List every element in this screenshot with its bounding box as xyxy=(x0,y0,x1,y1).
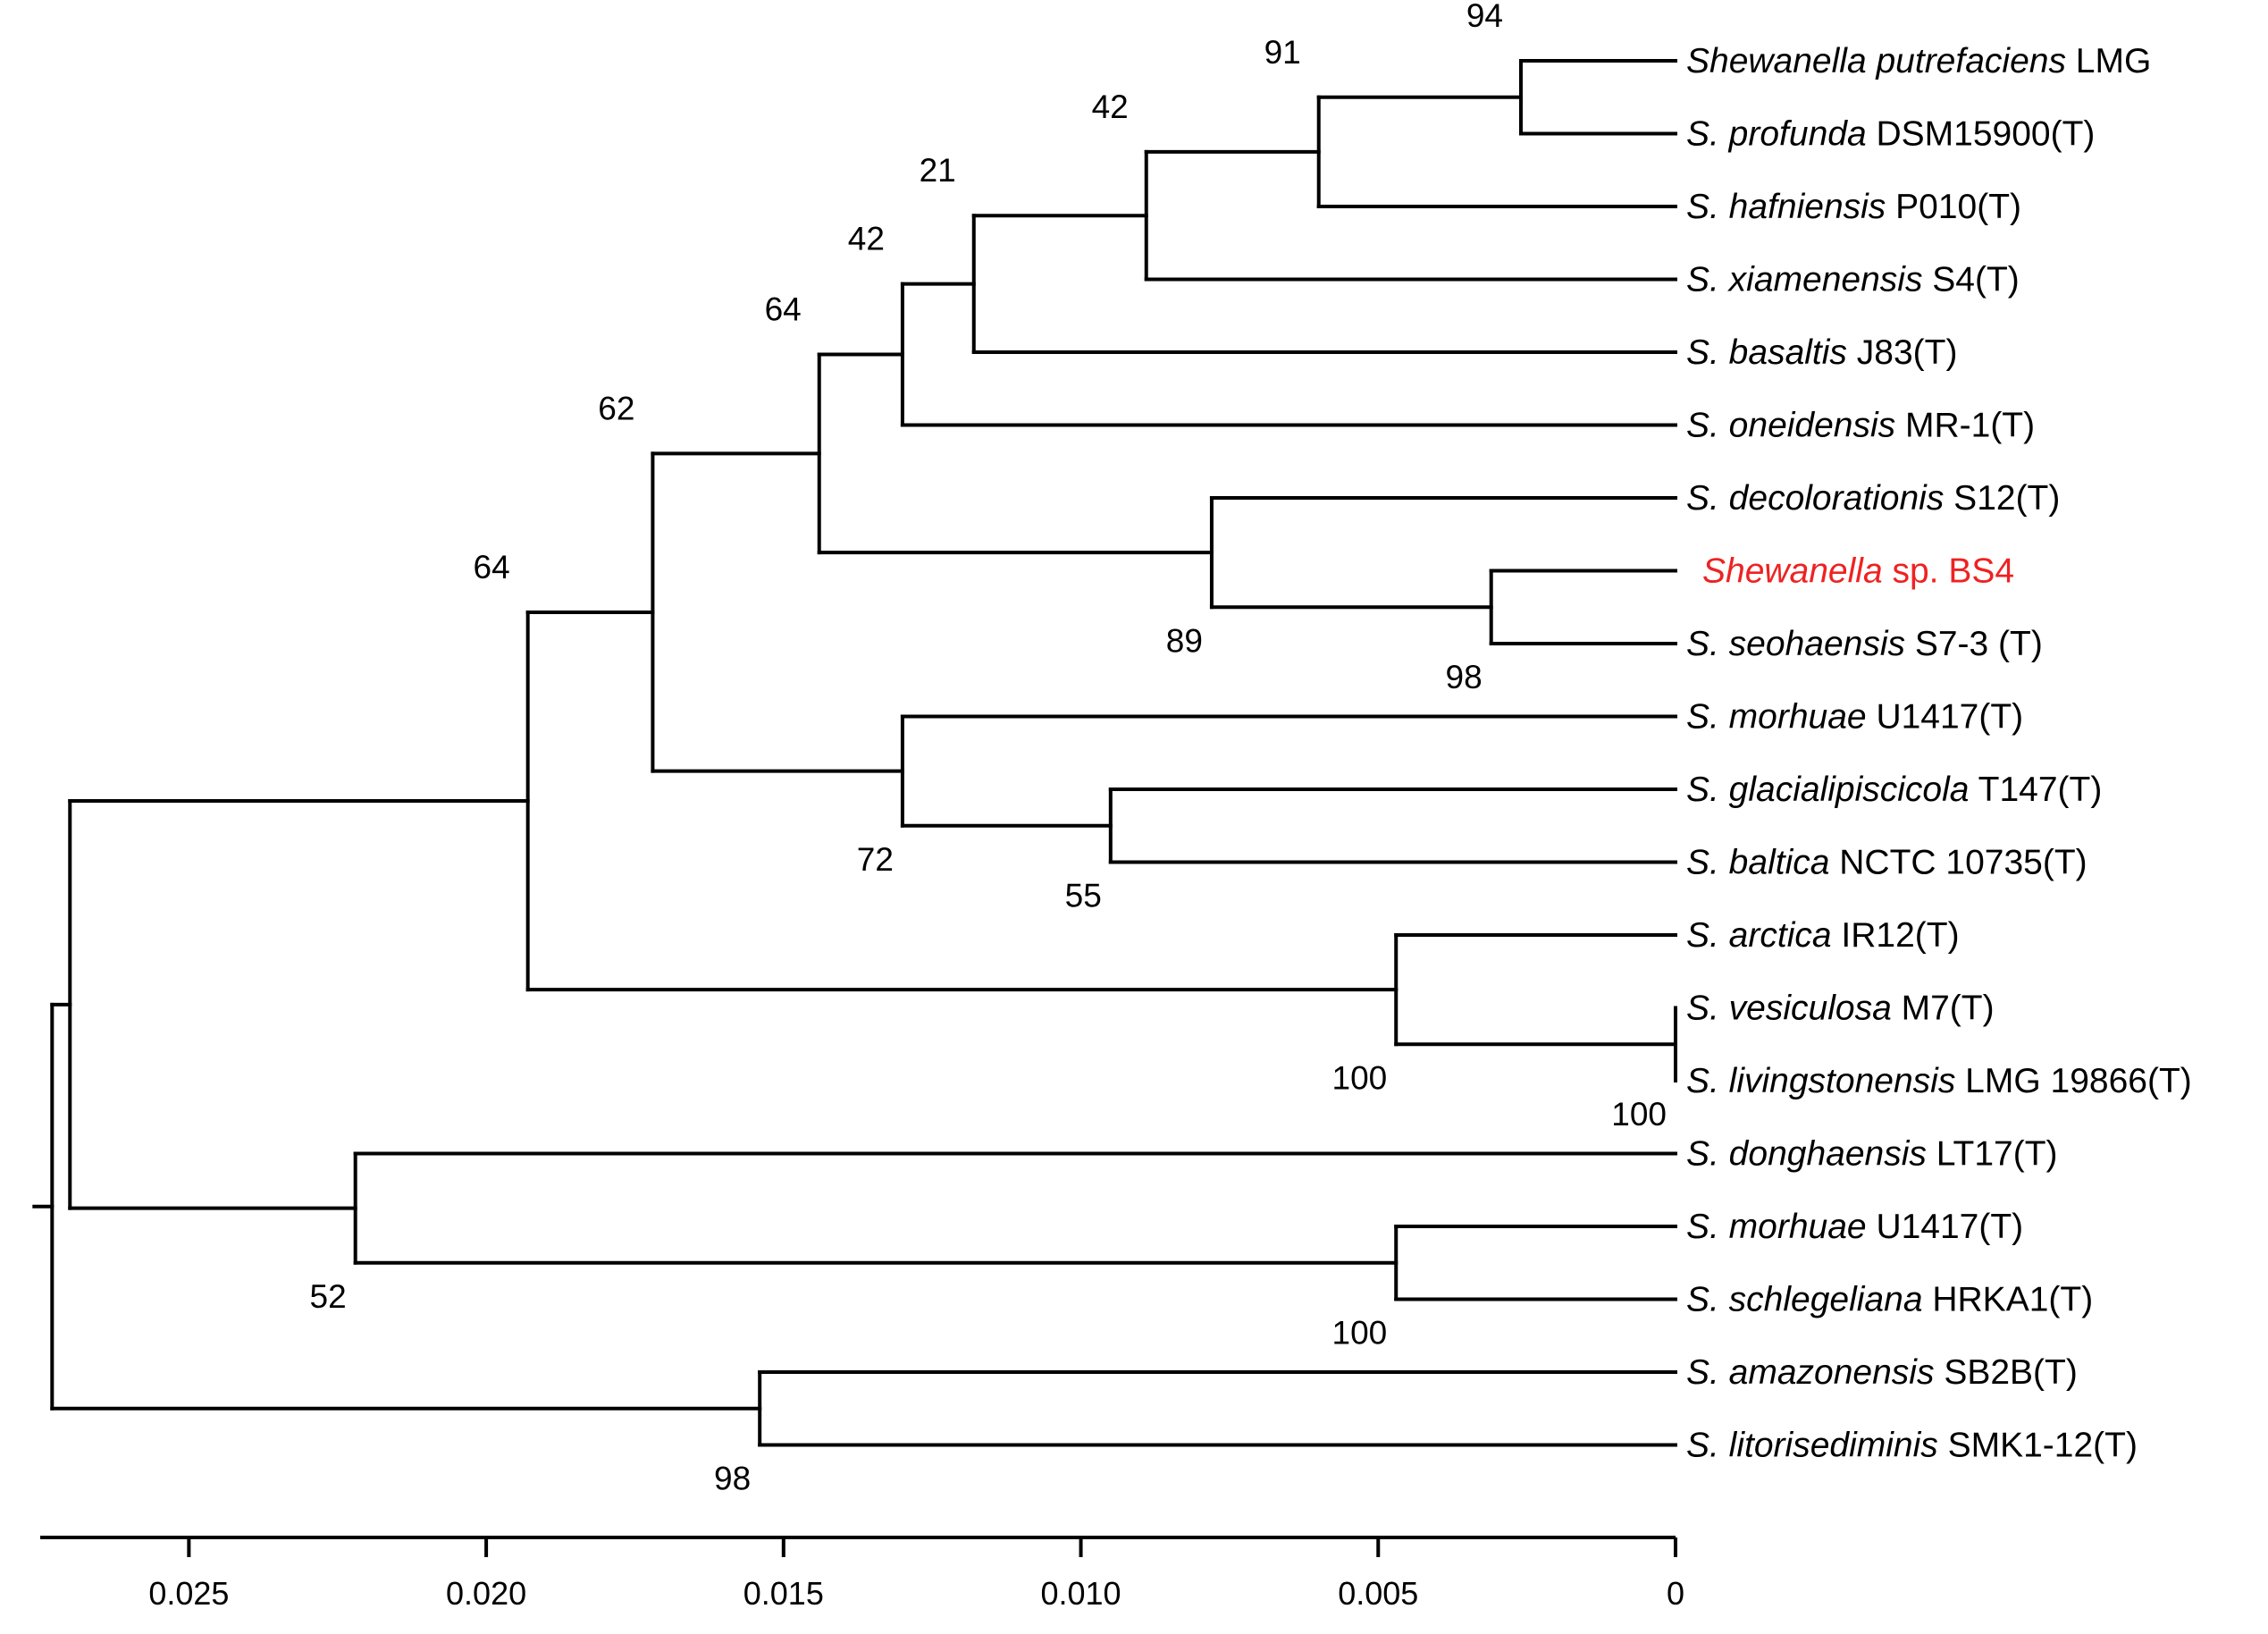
leaf-label-L18: S. schlegeliana HRKA1(T) xyxy=(1686,1281,2093,1319)
bootstrap-n14: 64 xyxy=(474,549,510,585)
leaf-taxon-name: S. morhuae xyxy=(1686,1208,1867,1246)
leaf-taxon-name: S. seohaensis xyxy=(1686,625,1905,663)
axis-tick-label-2: 0.015 xyxy=(743,1575,824,1612)
leaf-taxon-name: S. amazonensis xyxy=(1686,1353,1934,1392)
bootstrap-n12: 100 xyxy=(1611,1096,1667,1133)
bootstrap-n16: 52 xyxy=(310,1278,347,1315)
leaf-taxon-name: Shewanella xyxy=(1702,552,1883,591)
leaf-strain: S7-3 (T) xyxy=(1905,625,2043,663)
leaf-label-L19: S. amazonensis SB2B(T) xyxy=(1686,1353,2078,1392)
leaf-strain: MR-1(T) xyxy=(1895,407,2035,445)
tree-branches xyxy=(32,59,1677,1447)
leaf-taxon-name: S. litorisediminis xyxy=(1686,1427,1938,1465)
leaf-taxon-name: S. donghaensis xyxy=(1686,1135,1927,1174)
bootstrap-n11: 62 xyxy=(598,390,634,426)
leaf-strain: S12(T) xyxy=(1944,479,2060,518)
bootstrap-n15: 100 xyxy=(1332,1315,1388,1352)
leaf-label-L7: S. decolorationis S12(T) xyxy=(1686,479,2060,518)
leaf-taxon-name: S. arctica xyxy=(1686,916,1832,955)
leaf-strain: M7(T) xyxy=(1892,990,1995,1028)
bootstrap-n8: 64 xyxy=(765,291,802,328)
leaf-label-L16: S. donghaensis LT17(T) xyxy=(1686,1135,2058,1174)
axis-tick-label-4: 0.005 xyxy=(1338,1575,1418,1612)
axis-tick-label-1: 0.020 xyxy=(446,1575,526,1612)
leaf-label-L15: S. livingstonensis LMG 19866(T) xyxy=(1686,1062,2192,1100)
bootstrap-values: 94 91 42 21 42 98 89 64 55 72 62 100 100 64 100 52 98 xyxy=(310,0,1667,1497)
leaf-strain: LMG 19866(T) xyxy=(1955,1062,2191,1100)
leaf-strain: IR12(T) xyxy=(1832,916,1960,955)
leaf-label-L11: S. glacialipiscicola T147(T) xyxy=(1686,771,2102,809)
leaf-taxon-name: S. hafniensis xyxy=(1686,188,1886,226)
leaf-strain: U1417(T) xyxy=(1867,1208,2024,1246)
leaf-strain: SB2B(T) xyxy=(1934,1353,2077,1392)
leaf-label-L10: S. morhuae U1417(T) xyxy=(1686,698,2023,737)
leaf-strain: SMK1-12(T) xyxy=(1938,1427,2138,1465)
bootstrap-n13: 100 xyxy=(1332,1059,1388,1096)
leaf-taxon-name: S. xiamenensis xyxy=(1686,261,1922,299)
leaf-label-L3: S. hafniensis P010(T) xyxy=(1686,188,2021,226)
leaf-label-L17: S. morhuae U1417(T) xyxy=(1686,1208,2023,1246)
leaf-strain: DSM15900(T) xyxy=(1867,115,2096,154)
bootstrap-n1: 94 xyxy=(1466,0,1503,34)
leaf-taxon-name: S. vesiculosa xyxy=(1686,990,1892,1028)
leaf-taxon-name: S. livingstonensis xyxy=(1686,1062,1955,1100)
leaf-label-L2: S. profunda DSM15900(T) xyxy=(1686,115,2095,154)
leaf-label-L8: Shewanella sp. BS4 xyxy=(1702,552,2014,591)
leaf-label-L13: S. arctica IR12(T) xyxy=(1686,916,1960,955)
leaf-strain: LMG xyxy=(2066,42,2151,80)
bootstrap-n18: 98 xyxy=(714,1461,751,1497)
bootstrap-n5: 42 xyxy=(848,221,885,257)
leaf-taxon-name: S. profunda xyxy=(1686,115,1867,154)
leaf-strain: U1417(T) xyxy=(1867,698,2024,737)
bootstrap-n9: 55 xyxy=(1065,878,1102,914)
bootstrap-n3: 42 xyxy=(1092,88,1129,125)
leaf-strain: LT17(T) xyxy=(1927,1135,2058,1174)
leaf-taxon-name: Shewanella putrefaciens xyxy=(1686,42,2066,80)
leaf-taxon-name: S. decolorationis xyxy=(1686,479,1944,518)
leaf-strain: T147(T) xyxy=(1969,771,2102,809)
leaf-taxon-name: S. glacialipiscicola xyxy=(1686,771,1969,809)
leaf-label-L1: Shewanella putrefaciens LMG xyxy=(1686,42,2151,80)
axis-tick-label-3: 0.010 xyxy=(1040,1575,1121,1612)
leaf-taxon-name: S. schlegeliana xyxy=(1686,1281,1923,1319)
leaf-label-L9: S. seohaensis S7-3 (T) xyxy=(1686,625,2043,663)
distance-scale-axis: 0.025 0.020 0.015 0.010 0.005 0 xyxy=(40,1536,1684,1612)
leaf-strain: J83(T) xyxy=(1847,333,1958,372)
leaf-labels: Shewanella putrefaciens LMG S. profunda D… xyxy=(1686,42,2192,1465)
axis-tick-label-5: 0 xyxy=(1667,1575,1684,1612)
leaf-label-L12: S. baltica NCTC 10735(T) xyxy=(1686,844,2087,882)
leaf-taxon-name: S. basaltis xyxy=(1686,333,1847,372)
leaf-label-L4: S. xiamenensis S4(T) xyxy=(1686,261,2020,299)
leaf-taxon-name: S. baltica xyxy=(1686,844,1829,882)
bootstrap-n7: 89 xyxy=(1166,622,1203,659)
leaf-taxon-name: S. oneidensis xyxy=(1686,407,1895,445)
leaf-strain: sp. BS4 xyxy=(1883,552,2014,591)
axis-tick-label-0: 0.025 xyxy=(148,1575,229,1612)
leaf-taxon-name: S. morhuae xyxy=(1686,698,1867,737)
leaf-strain: NCTC 10735(T) xyxy=(1829,844,2087,882)
leaf-label-L5: S. basaltis J83(T) xyxy=(1686,333,1957,372)
bootstrap-n4: 21 xyxy=(920,152,956,189)
bootstrap-n6: 98 xyxy=(1446,659,1483,695)
leaf-label-L20: S. litorisediminis SMK1-12(T) xyxy=(1686,1427,2138,1465)
leaf-strain: P010(T) xyxy=(1886,188,2021,226)
leaf-strain: HRKA1(T) xyxy=(1923,1281,2094,1319)
leaf-label-L6: S. oneidensis MR-1(T) xyxy=(1686,407,2035,445)
leaf-label-L14: S. vesiculosa M7(T) xyxy=(1686,990,1995,1028)
bootstrap-n10: 72 xyxy=(857,841,894,878)
leaf-strain: S4(T) xyxy=(1922,261,2019,299)
bootstrap-n2: 91 xyxy=(1264,34,1301,71)
